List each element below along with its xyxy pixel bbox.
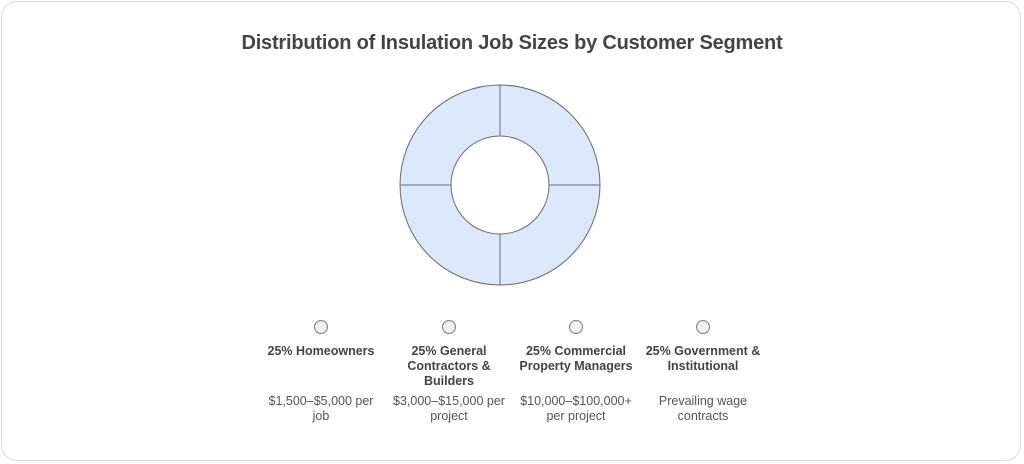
legend-label: 25% Government & Institutional — [645, 344, 761, 373]
legend-label: 25% Commercial Property Managers — [519, 344, 633, 373]
donut-segment-government — [399, 84, 501, 186]
legend-dot-icon — [442, 320, 456, 334]
legend-item-commercial-property: 25% Commercial Property Managers — [514, 320, 638, 374]
legend-item-homeowners: 25% Homeowners — [259, 320, 383, 359]
legend-item-government: 25% Government & Institutional — [641, 320, 765, 374]
legend-label: 25% General Contractors & Builders — [407, 344, 491, 388]
donut-segment-homeowners — [499, 84, 601, 186]
legend-description: $3,000–$15,000 per project — [393, 394, 505, 423]
chart-title: Distribution of Insulation Job Sizes by … — [241, 32, 783, 54]
legend-description: $1,500–$5,000 per job — [268, 394, 374, 423]
legend-dot-icon — [696, 320, 710, 334]
legend-dot-icon — [314, 320, 328, 334]
legend-item-general-contractors: 25% General Contractors & Builders — [387, 320, 511, 389]
legend-description: $10,000–$100,000+ per project — [520, 394, 632, 423]
donut-segment-commercial-property — [399, 184, 501, 286]
donut-segment-general-contractors — [499, 184, 601, 286]
legend-dot-icon — [569, 320, 583, 334]
legend-label: 25% Homeowners — [267, 344, 375, 358]
legend-description: Prevailing wage contracts — [658, 394, 748, 423]
donut-chart — [399, 84, 601, 286]
